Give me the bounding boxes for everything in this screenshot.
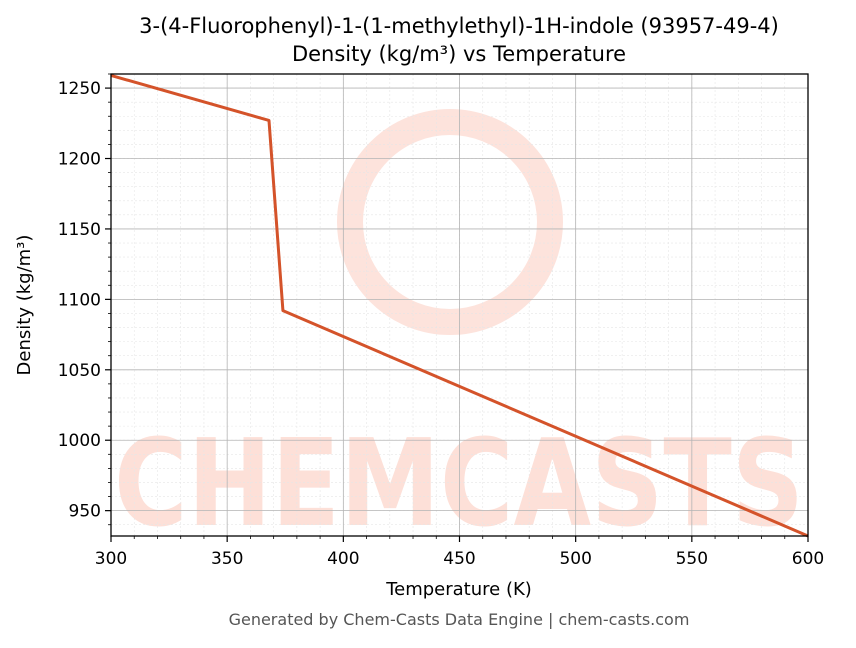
x-tick-label: 550 — [676, 549, 708, 569]
axes-ticks: 300 350 400 450 500 550 600 950 1000 1050 1100 1150… — [58, 73, 824, 569]
y-tick-label: 1150 — [58, 220, 101, 240]
y-tick-label: 1200 — [58, 150, 101, 170]
y-tick-label: 1100 — [58, 290, 101, 310]
y-tick-label: 1250 — [58, 79, 101, 99]
watermark-text: CHEMCASTS — [114, 415, 804, 554]
y-tick-label: 950 — [69, 502, 101, 522]
x-tick-label: 500 — [559, 549, 591, 569]
watermark-logo-ring — [337, 109, 563, 335]
x-tick-label: 600 — [792, 549, 824, 569]
series-layer — [110, 73, 809, 538]
x-tick-label: 400 — [327, 549, 359, 569]
x-tick-label: 350 — [211, 549, 243, 569]
series-line-1 — [110, 73, 809, 538]
x-axis-label: Temperature (K) — [385, 579, 532, 600]
footer-credit: Generated by Chem-Casts Data Engine | ch… — [229, 610, 690, 629]
x-tick-label: 450 — [443, 549, 475, 569]
chart-subtitle: Density (kg/m³) vs Temperature — [292, 42, 626, 66]
y-axis-label: Density (kg/m³) — [14, 235, 35, 376]
y-tick-label: 1000 — [58, 431, 101, 451]
y-tick-label: 1050 — [58, 361, 101, 381]
grid — [110, 73, 809, 536]
chart-title: 3-(4-Fluorophenyl)-1-(1-methylethyl)-1H-… — [139, 14, 779, 38]
x-tick-label: 300 — [95, 549, 127, 569]
